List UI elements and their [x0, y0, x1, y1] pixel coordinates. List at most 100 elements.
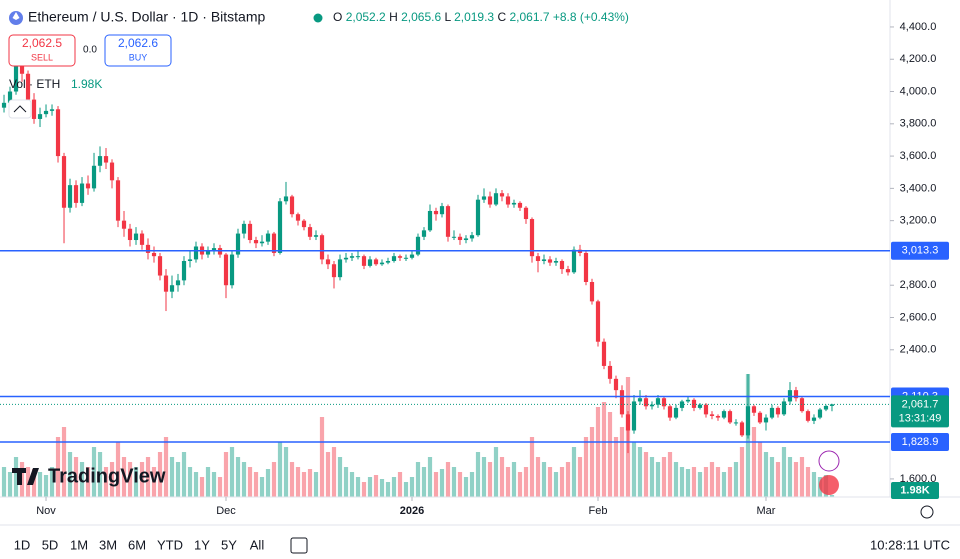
- candle-body: [31, 99, 37, 119]
- last-price-label: 2,061.7: [902, 398, 939, 410]
- ohlc-value: 2,052.2: [346, 10, 386, 24]
- candle-body: [661, 398, 667, 407]
- volume-bar: [175, 462, 181, 497]
- volume-bar: [505, 467, 511, 497]
- volume-bar: [193, 472, 199, 497]
- y-tick-label: 2,400.0: [900, 344, 937, 356]
- candle-body: [811, 417, 817, 421]
- x-tick-label: Nov: [36, 505, 56, 517]
- volume-bar: [379, 479, 385, 497]
- volume-bar: [583, 437, 589, 497]
- candle-body: [607, 365, 613, 379]
- flag-icon[interactable]: [819, 475, 839, 495]
- symbol-title[interactable]: Ethereum / U.S. Dollar · 1D · Bitstamp: [28, 9, 266, 25]
- range-button[interactable]: 5Y: [221, 537, 237, 552]
- candle-body: [481, 196, 487, 200]
- y-tick-label: 2,800.0: [900, 279, 937, 291]
- price-label-box: [891, 241, 949, 260]
- range-button[interactable]: 1Y: [194, 537, 210, 552]
- range-button[interactable]: 1M: [70, 537, 88, 552]
- candle-body: [295, 214, 301, 221]
- ohlc-key: L: [444, 10, 451, 24]
- candle-body: [229, 254, 235, 286]
- candle-body: [547, 259, 553, 263]
- collapse-button[interactable]: [8, 99, 32, 119]
- candle-body: [427, 210, 433, 231]
- volume-bar: [67, 452, 73, 497]
- date-range-button[interactable]: [290, 537, 308, 554]
- candle-body: [181, 261, 187, 281]
- volume-bar: [427, 457, 433, 497]
- volume-label-box: [891, 482, 939, 499]
- candle-body: [13, 62, 19, 92]
- volume-bar: [31, 469, 37, 497]
- candle-body: [289, 196, 295, 215]
- range-button[interactable]: 1D: [14, 537, 31, 552]
- market-status: [313, 13, 323, 23]
- volume-bar: [151, 467, 157, 497]
- candle-body: [709, 414, 715, 416]
- range-button[interactable]: 5D: [42, 537, 59, 552]
- volume-bar: [673, 462, 679, 497]
- sell-button[interactable]: [8, 34, 76, 67]
- price-label-box: [891, 432, 949, 451]
- volume-bar: [697, 472, 703, 497]
- ohlc-key: O: [333, 10, 342, 24]
- volume-bar: [733, 462, 739, 497]
- ohlc-key: C: [497, 10, 506, 24]
- candle-body: [193, 246, 199, 260]
- candle-body: [475, 199, 481, 236]
- volume-bar: [763, 452, 769, 497]
- volume-bar: [1, 467, 7, 497]
- range-button[interactable]: 3M: [99, 537, 117, 552]
- volume-bar: [805, 467, 811, 497]
- countdown-label: 13:31:49: [899, 412, 942, 424]
- volume-bar: [283, 447, 289, 497]
- candle-body: [409, 254, 415, 258]
- volume-bar: [511, 462, 517, 497]
- candle-body: [733, 422, 739, 424]
- candle-body: [823, 405, 829, 410]
- volume-bar: [205, 467, 211, 497]
- candle-body: [805, 411, 811, 421]
- volume-bar: [571, 447, 577, 497]
- range-button[interactable]: All: [250, 537, 265, 552]
- volume-bar: [181, 452, 187, 497]
- candle-body: [535, 256, 541, 262]
- candle-body: [763, 417, 769, 423]
- range-button[interactable]: 6M: [128, 537, 146, 552]
- buy-button[interactable]: [104, 34, 172, 67]
- volume-bar: [799, 457, 805, 497]
- candle-body: [739, 422, 745, 436]
- volume-bar: [679, 467, 685, 497]
- candle-body: [355, 256, 361, 258]
- candle-body: [373, 259, 379, 265]
- candle-body: [451, 236, 457, 238]
- y-tick-label: 4,000.0: [900, 85, 937, 97]
- volume-bar: [301, 472, 307, 497]
- candle-body: [553, 261, 559, 263]
- volume-bar: [277, 442, 283, 497]
- candle-body: [673, 407, 679, 418]
- volume-bar: [547, 467, 553, 497]
- collapse-icon: [13, 105, 27, 113]
- candle-body: [301, 220, 307, 228]
- range-button[interactable]: YTD: [157, 537, 183, 552]
- candle-body: [727, 411, 733, 423]
- candle-body: [541, 259, 547, 262]
- settings-button[interactable]: [920, 505, 934, 519]
- candle-body: [655, 398, 661, 405]
- volume-bar: [307, 469, 313, 497]
- candle-body: [745, 406, 751, 436]
- event-icon[interactable]: [818, 450, 840, 472]
- volume-bar: [445, 462, 451, 497]
- candle-body: [247, 223, 253, 241]
- y-tick-label: 1,600.0: [900, 473, 937, 485]
- volume-bar: [259, 477, 265, 497]
- candle-body: [379, 262, 385, 265]
- logo-text: TradingView: [48, 465, 166, 487]
- x-tick-label: Feb: [589, 505, 608, 517]
- candle-body: [595, 301, 601, 342]
- volume-bar: [163, 437, 169, 497]
- candle-body: [421, 230, 427, 237]
